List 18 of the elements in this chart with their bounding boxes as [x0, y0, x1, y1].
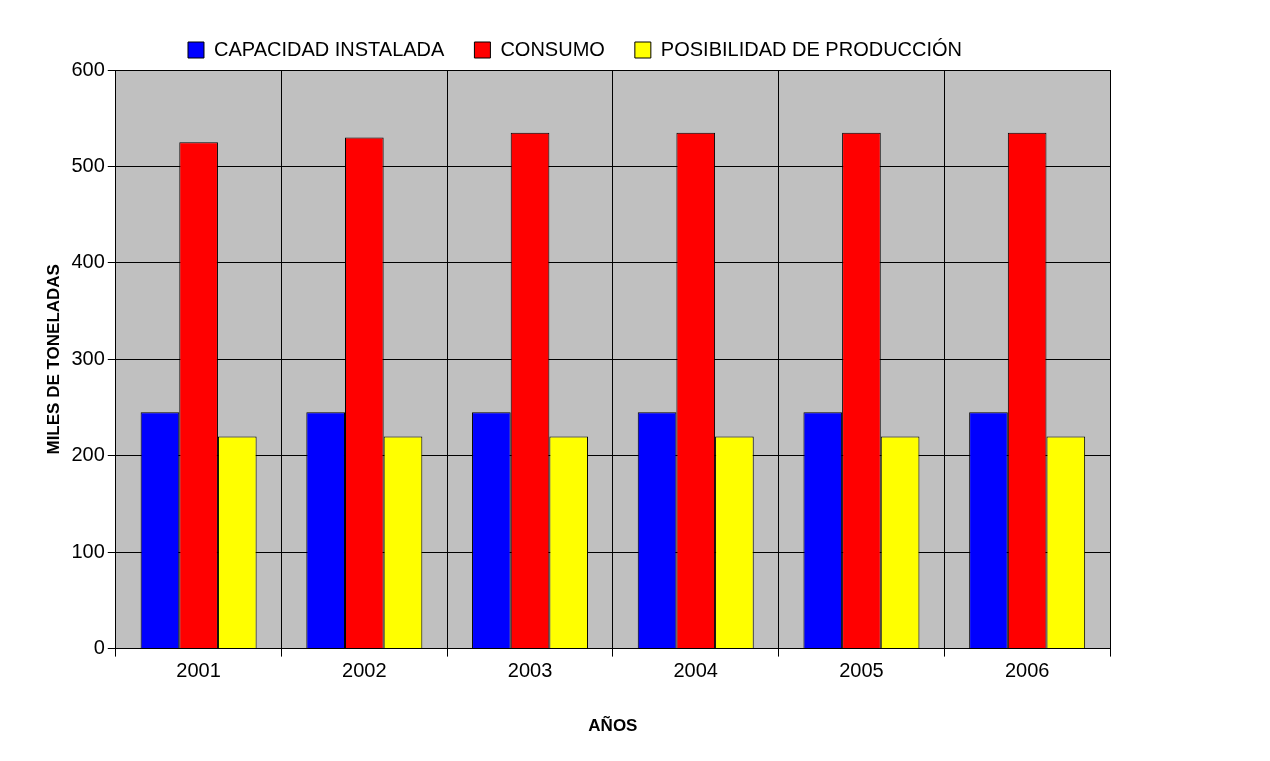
y-tick-label: 0 — [93, 636, 105, 659]
legend-label: POSIBILIDAD DE PRODUCCIÓN — [660, 37, 963, 60]
y-tick-label: 500 — [71, 153, 105, 176]
legend-label: CAPACIDAD INSTALADA — [213, 37, 446, 60]
legend-label: CONSUMO — [500, 37, 605, 60]
x-tick-label: 2003 — [507, 659, 553, 682]
x-axis-title: AÑOS — [588, 715, 638, 736]
y-tick-label: 600 — [71, 57, 105, 80]
y-tick-label: 300 — [71, 346, 105, 369]
y-tick-label: 100 — [71, 539, 105, 562]
y-axis-title: MILES DE TONELADAS — [43, 264, 63, 455]
x-tick-label: 2006 — [1004, 659, 1050, 682]
y-tick-label: 400 — [71, 250, 105, 273]
x-tick-label: 2001 — [176, 659, 221, 682]
x-tick-label: 2004 — [673, 659, 718, 682]
y-tick-label: 200 — [71, 443, 105, 466]
x-tick-label: 2005 — [839, 659, 884, 682]
x-tick-label: 2002 — [342, 659, 387, 682]
